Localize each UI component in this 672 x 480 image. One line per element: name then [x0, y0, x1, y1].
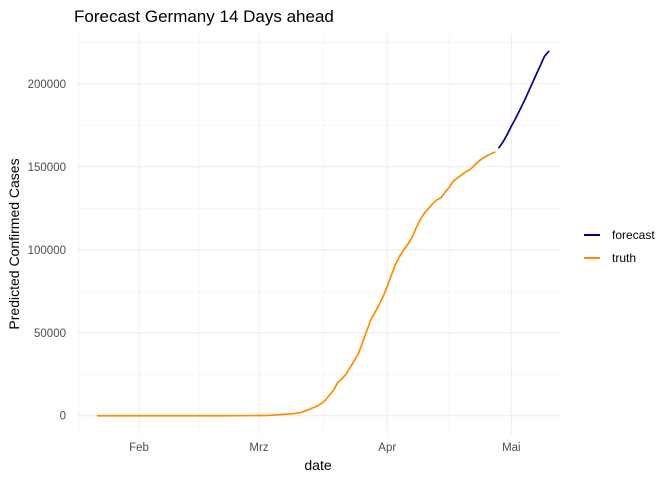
x-axis-ticks: Feb Mrz Apr Mai — [129, 442, 520, 454]
x-tick-label: Apr — [378, 442, 396, 454]
legend: forecast truth — [584, 228, 655, 265]
grid — [77, 34, 561, 434]
y-tick-label: 50000 — [34, 328, 66, 340]
chart-title: Forecast Germany 14 Days ahead — [74, 7, 334, 26]
y-axis-ticks: 0 50000 100000 150000 200000 — [28, 79, 66, 423]
y-tick-label: 150000 — [28, 162, 66, 174]
x-axis-title: date — [304, 457, 331, 473]
y-tick-label: 0 — [60, 411, 66, 423]
series-line-truth — [96, 151, 496, 417]
y-tick-label: 200000 — [28, 79, 66, 91]
series-line-forecast — [498, 50, 550, 149]
legend-label-truth: truth — [612, 251, 636, 265]
x-tick-label: Mai — [502, 442, 521, 454]
x-tick-label: Feb — [129, 442, 149, 454]
y-tick-label: 100000 — [28, 245, 66, 257]
series-lines — [96, 50, 550, 417]
legend-label-forecast: forecast — [612, 228, 655, 242]
x-tick-label: Mrz — [249, 442, 268, 454]
y-axis-title: Predicted Confirmed Cases — [6, 158, 22, 329]
